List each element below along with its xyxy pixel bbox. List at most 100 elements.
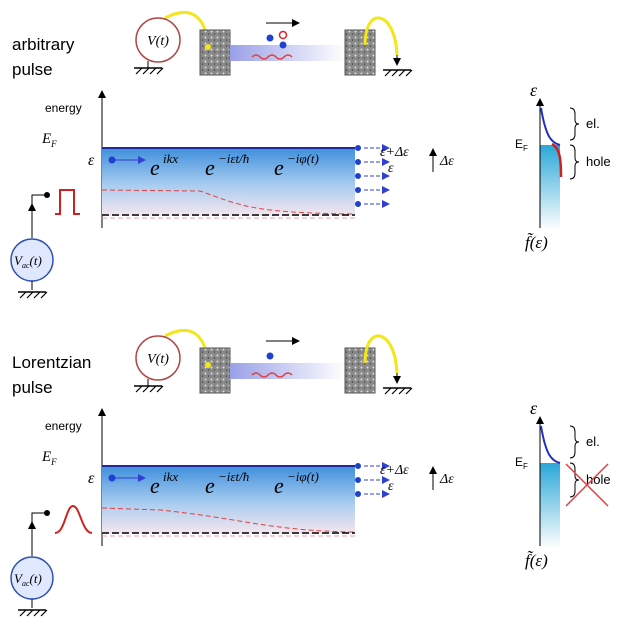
potential-curve xyxy=(101,189,356,215)
ground-hatch xyxy=(142,67,150,75)
cross xyxy=(565,463,609,507)
panel-title: arbitrary xyxy=(12,35,75,54)
dist-fermi-sub: F xyxy=(523,462,528,471)
channel xyxy=(230,45,345,61)
source-label: V(t) xyxy=(147,352,169,367)
wave-base: e xyxy=(150,155,160,180)
ground-hatch xyxy=(156,385,164,393)
generator-label: Vac(t) xyxy=(14,253,42,270)
dist-fermi-symbol: E xyxy=(515,137,523,151)
generator-symbol: V xyxy=(14,253,24,268)
brace xyxy=(569,462,580,498)
terminal xyxy=(44,192,50,198)
lead xyxy=(199,29,231,76)
lead xyxy=(344,347,376,394)
dist-label: f̃(ε) xyxy=(525,551,548,570)
distribution-bar xyxy=(540,145,560,230)
electron xyxy=(279,41,287,49)
fermi-label: EF xyxy=(41,449,57,467)
wire xyxy=(31,512,47,556)
outgoing-electron xyxy=(355,491,361,497)
el-label: el. xyxy=(586,434,600,449)
ground-hatch xyxy=(135,385,143,393)
source xyxy=(135,17,181,63)
el-label: el. xyxy=(586,116,600,131)
ground-hatch xyxy=(26,291,34,299)
outgoing-electron xyxy=(355,173,361,179)
wave-base: e xyxy=(274,473,284,498)
dist-fermi-sub: F xyxy=(523,144,528,153)
wave-exponent: −iεt/ħ xyxy=(218,469,249,484)
upper-label: ε+Δε xyxy=(380,145,409,160)
wave-base: e xyxy=(150,473,160,498)
terminal xyxy=(44,510,50,516)
ground-hatch xyxy=(149,67,157,75)
electron xyxy=(108,156,116,164)
source xyxy=(135,335,181,381)
brace xyxy=(569,425,580,459)
outgoing-electron xyxy=(355,145,361,151)
brace xyxy=(569,107,580,141)
fermi-label: EF xyxy=(41,131,57,149)
wave-base: e xyxy=(274,155,284,180)
ground-hatch xyxy=(398,387,406,395)
dist-fermi-symbol: E xyxy=(515,455,523,469)
ground-hatch xyxy=(405,387,413,395)
hole-tail xyxy=(551,142,563,178)
upper-label: ε+Δε xyxy=(380,463,409,478)
ground-hatch xyxy=(398,69,406,77)
generator-arg: (t) xyxy=(30,253,42,268)
ground-hatch xyxy=(149,385,157,393)
distribution-bar xyxy=(540,463,560,548)
wave-exponent: −iεt/ħ xyxy=(218,151,249,166)
fermi-sub: F xyxy=(50,457,57,467)
ground-hatch xyxy=(26,609,34,617)
lead-dot xyxy=(205,362,211,368)
panel-title: pulse xyxy=(12,378,53,397)
source-label: V(t) xyxy=(147,34,169,49)
outgoing-electron xyxy=(355,187,361,193)
ground-hatch xyxy=(142,385,150,393)
wire xyxy=(363,16,399,56)
lead-dot xyxy=(205,44,211,50)
potential-curve xyxy=(101,507,356,533)
level-label: ε xyxy=(88,470,95,487)
ground-hatch xyxy=(19,291,27,299)
hole-label: hole xyxy=(586,472,611,487)
panel-title: Lorentzian xyxy=(12,353,91,372)
ground-hatch xyxy=(405,69,413,77)
fermi-symbol: E xyxy=(41,131,51,147)
generator-sub: ac xyxy=(22,579,30,588)
lower-label: ε xyxy=(388,161,394,176)
ground-hatch xyxy=(19,609,27,617)
wave-exponent: ikx xyxy=(163,151,178,166)
channel xyxy=(230,363,345,379)
fermi-symbol: E xyxy=(41,449,51,465)
wave-exponent: −iφ(t) xyxy=(287,469,319,484)
wave-base: e xyxy=(205,155,215,180)
pulse xyxy=(54,504,93,534)
ground-hatch xyxy=(40,291,48,299)
dist-fermi-label: EF xyxy=(515,137,528,153)
dist-label: f̃(ε) xyxy=(525,233,548,252)
ground-hatch xyxy=(384,69,392,77)
ground-hatch xyxy=(384,387,392,395)
axis-label: energy xyxy=(45,101,82,115)
panel-title: pulse xyxy=(12,60,53,79)
lead xyxy=(344,29,376,76)
distribution-curve xyxy=(540,107,561,146)
outgoing-electron xyxy=(355,201,361,207)
ground-hatch xyxy=(40,609,48,617)
ground-hatch xyxy=(33,609,41,617)
generator-symbol: V xyxy=(14,571,24,586)
ground-hatch xyxy=(33,291,41,299)
wave-exponent: ikx xyxy=(163,469,178,484)
ground-hatch xyxy=(135,67,143,75)
generator-label: Vac(t) xyxy=(14,571,42,588)
generator-sub: ac xyxy=(22,261,30,270)
wave xyxy=(251,54,293,60)
outgoing-electron xyxy=(355,159,361,165)
wire xyxy=(31,194,47,238)
distribution-curve xyxy=(540,425,561,464)
